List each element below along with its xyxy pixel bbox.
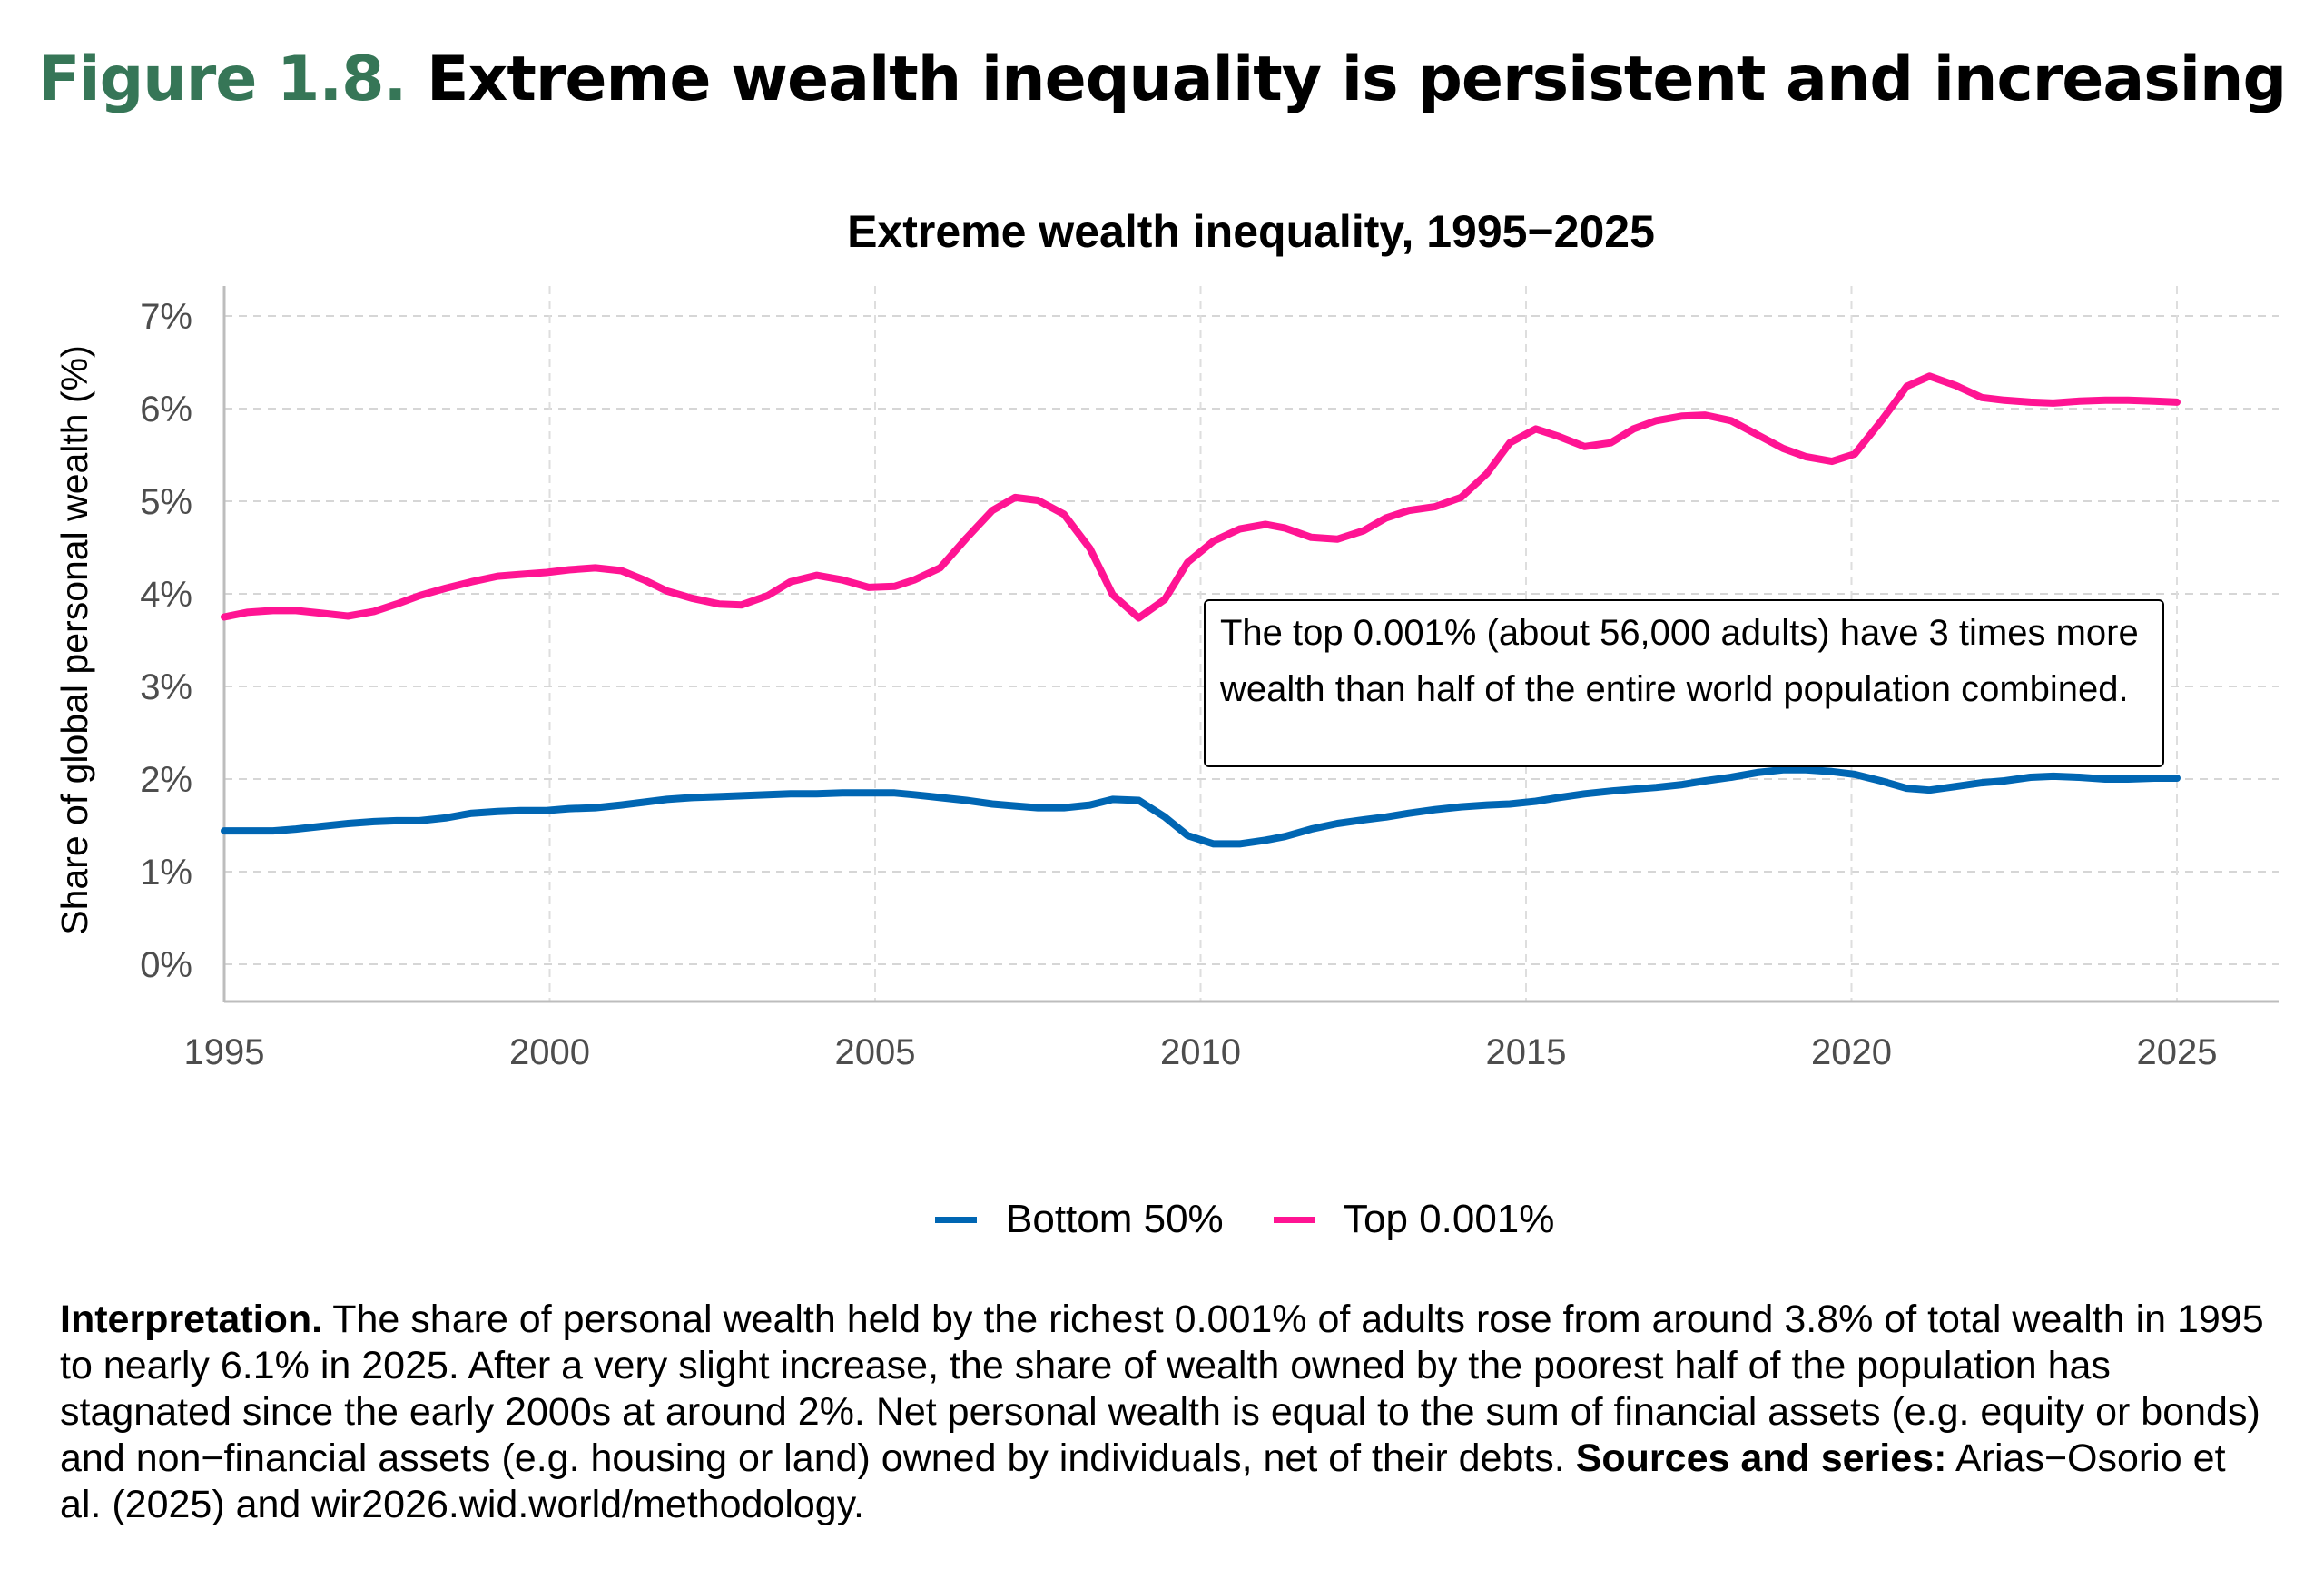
- series-lines: [221, 372, 2181, 848]
- line-chart: Extreme wealth inequality, 1995−2025 Sha…: [54, 206, 2279, 1072]
- figure-title: Figure 1.8. Extreme wealth inequality is…: [0, 44, 2324, 115]
- legend-swatch-top-0001: [1274, 1217, 1315, 1223]
- interpretation-text: The share of personal wealth held by the…: [60, 1298, 2264, 1480]
- y-tick-label: 3%: [140, 667, 192, 707]
- interpretation-note: Interpretation. The share of personal we…: [60, 1297, 2275, 1528]
- legend-swatch-bottom-50: [935, 1217, 977, 1223]
- x-tick-label: 2000: [509, 1032, 590, 1072]
- y-tick-label: 5%: [140, 482, 192, 522]
- y-tick-label: 0%: [140, 945, 192, 985]
- axes: [222, 286, 2279, 1003]
- y-tick-label: 6%: [140, 390, 192, 429]
- y-tick-label: 1%: [140, 853, 192, 893]
- y-tick-label: 7%: [140, 297, 192, 337]
- figure-number: Figure 1.8.: [37, 44, 407, 115]
- chart-title: Extreme wealth inequality, 1995−2025: [847, 206, 1655, 257]
- series-line-top-0001: [221, 372, 2181, 622]
- legend-label-top-0001: Top 0.001%: [1344, 1197, 1555, 1241]
- legend: Bottom 50% Top 0.001%: [0, 1194, 2324, 1245]
- chart-annotation: The top 0.001% (about 56,000 adults) hav…: [1204, 599, 2164, 767]
- interpretation-label: Interpretation.: [60, 1298, 323, 1341]
- tick-labels: 0% 1% 2% 3% 4% 5% 6% 7% 1995 2000 2005 2010 2015 2020…: [140, 297, 2217, 1072]
- y-tick-label: 2%: [140, 760, 192, 800]
- y-tick-label: 4%: [140, 575, 192, 615]
- x-tick-label: 2015: [1486, 1032, 1567, 1072]
- x-tick-label: 2025: [2137, 1032, 2218, 1072]
- series-line-bottom-50: [221, 765, 2181, 848]
- x-tick-label: 2010: [1160, 1032, 1241, 1072]
- x-tick-label: 2005: [835, 1032, 916, 1072]
- legend-label-bottom-50: Bottom 50%: [1006, 1197, 1224, 1241]
- figure-title-text: Extreme wealth inequality is persistent …: [427, 44, 2287, 115]
- sources-text: Arias−Osorio et al. (2025) and wir2026.w…: [60, 1436, 2226, 1526]
- x-tick-label: 1995: [184, 1032, 265, 1072]
- y-axis-label: Share of global personal wealth (%): [54, 345, 95, 935]
- x-tick-label: 2020: [1811, 1032, 1892, 1072]
- sources-label: Sources and series:: [1575, 1436, 1947, 1480]
